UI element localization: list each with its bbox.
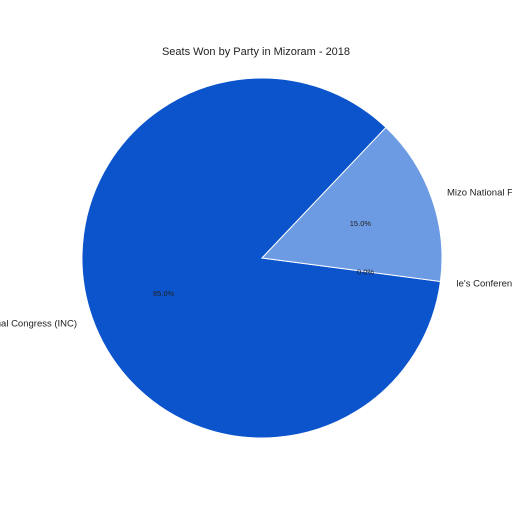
pct-label-indian-national-congress-inc: 85.0% (153, 289, 175, 298)
pie-slice-indian-national-congress-inc (81, 77, 442, 439)
category-label-mizo-national-front-mnf: Mizo National Front (MNF) (447, 188, 512, 199)
pie-slices (81, 77, 443, 439)
pct-label-mizo-national-front-mnf: 15.0% (350, 219, 372, 228)
pie-labels: 85.0% Indian National Congress (INC) 15.0%… (0, 188, 512, 330)
category-label-mizoram-people-s-conference-mpc: le's Conference (MPC) (457, 279, 512, 290)
category-label-indian-national-congress-inc: Indian National Congress (INC) (0, 318, 77, 329)
chart-title: Seats Won by Party in Mizoram - 2018 (162, 46, 350, 58)
pct-label-mizoram-people-s-conference-mpc: 0.0% (357, 268, 374, 277)
pie-slice-mizo-national-front-mnf (260, 126, 443, 283)
